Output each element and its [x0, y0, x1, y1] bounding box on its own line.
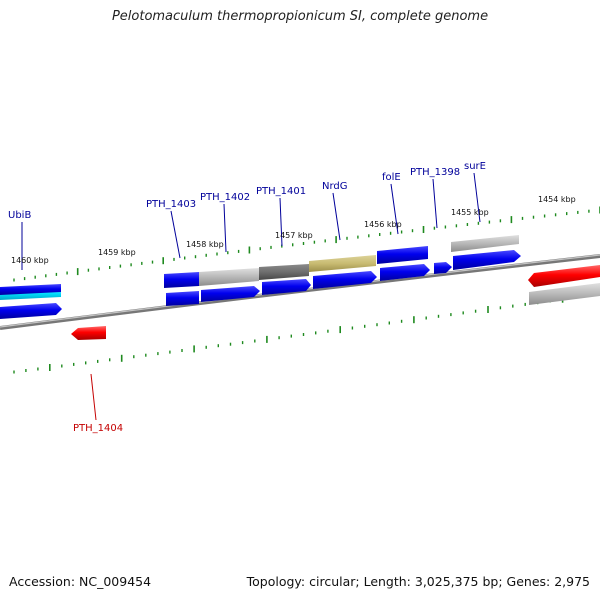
gene-pth-1404[interactable]	[71, 326, 106, 340]
gene-reverse-right[interactable]	[528, 265, 600, 287]
scale-ticks-upper	[13, 206, 600, 282]
gene-label-pth-1398[interactable]: PTH_1398	[410, 167, 460, 178]
gene-label-sure[interactable]: surE	[464, 161, 486, 172]
scale-label-1455: 1455 kbp	[451, 208, 489, 217]
label-leader-line	[473, 172, 481, 223]
label-leader-line	[332, 192, 341, 241]
gene-label-pth-1402[interactable]: PTH_1402	[200, 192, 250, 203]
gene-sure-gray[interactable]	[451, 235, 519, 252]
gene-pth-1402[interactable]	[201, 286, 260, 302]
gene-fole[interactable]	[380, 264, 430, 281]
gene-ubib[interactable]	[0, 284, 61, 295]
label-leader-line	[390, 183, 399, 235]
label-leader-lines	[21, 172, 481, 421]
label-leader-line	[432, 178, 438, 229]
gene-label-pth-1404[interactable]: PTH_1404	[73, 423, 123, 434]
gene-ubib-lower[interactable]	[0, 303, 62, 319]
gene-pth-1403-lower[interactable]	[166, 291, 199, 306]
scale-label-1454: 1454 kbp	[538, 195, 576, 204]
accession-text: Accession: NC_009454	[9, 574, 152, 589]
gene-pth-1403-upper[interactable]	[164, 272, 199, 288]
scale-label-1460: 1460 kbp	[11, 256, 49, 265]
gene-nrdg-olive[interactable]	[309, 255, 376, 272]
scale-label-1457: 1457 kbp	[275, 231, 313, 240]
gene-pth-1402-gray[interactable]	[199, 268, 259, 286]
gene-label-nrdg[interactable]: NrdG	[322, 181, 348, 192]
label-leader-line	[90, 373, 97, 421]
topology-text: Topology: circular; Length: 3,025,375 bp…	[246, 574, 590, 589]
gene-labels-forward: UbiB PTH_1403 PTH_1402 PTH_1401 NrdG fol…	[8, 161, 486, 221]
scale-labels: 1460 kbp 1459 kbp 1458 kbp 1457 kbp 1456…	[11, 195, 576, 265]
gene-label-pth-1403[interactable]: PTH_1403	[146, 199, 196, 210]
gene-label-fole[interactable]: folE	[382, 172, 401, 183]
scale-label-1459: 1459 kbp	[98, 248, 136, 257]
gene-pth-1401[interactable]	[262, 279, 311, 295]
gene-label-pth-1401[interactable]: PTH_1401	[256, 186, 306, 197]
gene-sure[interactable]	[453, 250, 521, 270]
gene-pth-1401-dark[interactable]	[259, 264, 309, 280]
label-leader-line	[279, 197, 283, 247]
gene-gray-right[interactable]	[529, 283, 600, 305]
page-title: Pelotomaculum thermopropionicum SI, comp…	[111, 9, 489, 24]
label-leader-line	[223, 203, 227, 253]
gene-label-ubib[interactable]: UbiB	[8, 210, 31, 221]
scale-label-1458: 1458 kbp	[186, 240, 224, 249]
gene-labels-reverse: PTH_1404	[73, 423, 123, 434]
gene-nrdg[interactable]	[313, 271, 377, 289]
gene-fole-upper[interactable]	[377, 246, 428, 264]
gene-pth-1398[interactable]	[434, 262, 452, 274]
label-leader-line	[170, 210, 181, 259]
scale-label-1456: 1456 kbp	[364, 220, 402, 229]
